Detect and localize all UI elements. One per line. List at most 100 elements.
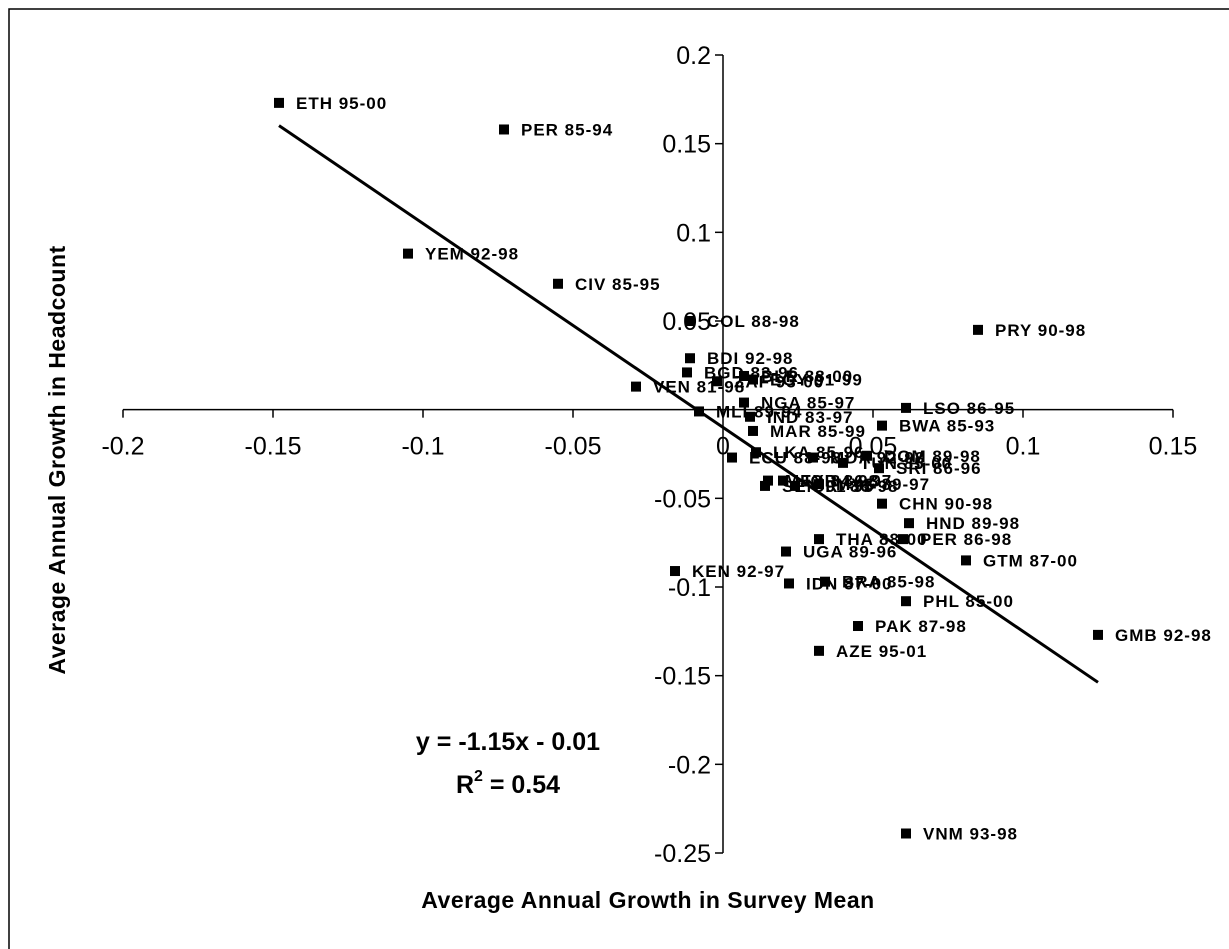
- data-point-label: ECU 88-98: [749, 449, 842, 468]
- data-point: [898, 534, 908, 545]
- data-point-label: PER 86-98: [920, 530, 1012, 549]
- y-tick-label: 0.2: [676, 42, 711, 70]
- data-point-label: PER 85-94: [521, 120, 613, 139]
- data-point-label: MYS 89-97: [836, 475, 930, 494]
- data-point-label: BWA 85-93: [899, 417, 995, 436]
- data-point-label: SEN 91-95: [782, 477, 874, 496]
- data-point: [712, 376, 722, 387]
- data-point: [790, 480, 800, 491]
- regression-equation: y = -1.15x - 0.01: [416, 728, 600, 756]
- data-point: [682, 367, 692, 378]
- data-point: [739, 370, 749, 381]
- data-point-label: VNM 93-98: [923, 824, 1018, 843]
- data-point: [814, 645, 824, 656]
- data-point: [904, 518, 914, 529]
- y-axis-label: Average Annual Growth in Headcount: [44, 245, 70, 674]
- data-point-label: NGA 85-97: [761, 394, 855, 413]
- x-tick-label: 0.1: [1006, 433, 1041, 461]
- data-point: [808, 452, 818, 463]
- data-point: [1093, 629, 1103, 640]
- axes: -0.2 -0.15 -0.1 -0.05 0 0.05 0.1 0.15-0.25-0.2-…: [101, 42, 1197, 868]
- data-point-label: AZE 95-01: [836, 642, 927, 661]
- y-tick-label: -0.25: [654, 840, 711, 868]
- data-point: [685, 316, 695, 326]
- x-tick-label: -0.05: [545, 433, 602, 461]
- data-point: [499, 124, 509, 135]
- x-tick-label: 0: [716, 433, 730, 461]
- data-point-label: PAK 87-98: [875, 617, 967, 636]
- trendline-group: [278, 124, 1099, 684]
- data-point: [694, 406, 704, 417]
- data-point: [751, 447, 761, 458]
- data-point: [763, 475, 773, 486]
- y-tick-label: -0.2: [668, 751, 711, 779]
- data-point: [853, 621, 863, 632]
- data-point: [784, 578, 794, 589]
- data-point: [727, 452, 737, 463]
- data-point-label: SRI 86-96: [896, 459, 982, 478]
- x-tick-label: 0.05: [849, 433, 898, 461]
- data-point: [877, 420, 887, 431]
- data-point: [748, 374, 758, 385]
- data-point: [745, 411, 755, 422]
- data-point: [814, 479, 824, 490]
- data-point-label: EGY 91-99: [770, 371, 863, 390]
- data-point-label: UGA 89-96: [803, 543, 897, 562]
- data-point: [781, 546, 791, 557]
- data-point-label: COL 88-98: [707, 312, 800, 331]
- data-point-label: CRI 86-98: [812, 477, 898, 496]
- data-point-label: HND 89-98: [926, 514, 1020, 533]
- data-point: [631, 381, 641, 392]
- data-point-label: MEX 84-98: [785, 472, 879, 491]
- data-point: [739, 397, 749, 408]
- data-point-label: BLR 88-00: [761, 367, 853, 386]
- data-points: ETH 95-00 PER 85-94 YEM 92-98 CIV 85-95 COL …: [274, 94, 1211, 843]
- data-point: [901, 828, 911, 839]
- data-point-label: PHL 85-00: [923, 592, 1014, 611]
- data-point-label: LSO 86-95: [923, 399, 1015, 418]
- data-point: [901, 596, 911, 607]
- r-squared-superscript: 2: [474, 768, 483, 785]
- data-point-label: IND 83-97: [767, 408, 853, 427]
- x-axis-label: Average Annual Growth in Survey Mean: [421, 887, 874, 913]
- data-point: [685, 353, 695, 364]
- data-point-label: PRY 90-98: [995, 321, 1086, 340]
- r-squared-annotation: R2 = 0.54: [456, 768, 560, 799]
- data-point-label: CIV 85-95: [575, 275, 661, 294]
- data-point-label: KEN 92-97: [692, 562, 785, 581]
- y-tick-label: -0.05: [654, 485, 711, 513]
- y-tick-label: -0.1: [668, 574, 711, 602]
- data-point: [814, 534, 824, 545]
- data-point-label: GTM 87-00: [983, 551, 1078, 570]
- data-point: [553, 278, 563, 289]
- data-point: [748, 425, 758, 436]
- data-point-label: BGD 83-96: [704, 363, 799, 382]
- data-point-label: MDA 92-98: [830, 449, 925, 468]
- data-point: [820, 576, 830, 587]
- data-point-label: DOM 89-98: [884, 447, 981, 466]
- data-point-label: ETH 95-00: [296, 94, 387, 113]
- data-point: [874, 463, 884, 474]
- data-point: [760, 480, 770, 491]
- data-point: [670, 566, 680, 577]
- data-point-label: CHN 90-98: [899, 495, 993, 514]
- data-point: [274, 97, 284, 108]
- y-tick-label: 0.15: [662, 131, 711, 159]
- x-tick-label: -0.2: [101, 433, 144, 461]
- data-point-label: VEN 81-98: [653, 378, 745, 397]
- r-squared-prefix: R: [456, 771, 474, 799]
- data-point: [901, 402, 911, 413]
- x-tick-label: -0.1: [401, 433, 444, 461]
- trendline: [278, 124, 1099, 684]
- y-tick-label: -0.15: [654, 663, 711, 691]
- data-point: [877, 498, 887, 509]
- chart-frame: [8, 8, 1229, 949]
- data-point-label: MLI 89-94: [716, 402, 802, 421]
- data-point: [403, 248, 413, 259]
- y-tick-label: 0.1: [676, 219, 711, 247]
- data-point-label: YEM 92-98: [425, 245, 519, 264]
- data-point: [778, 475, 788, 486]
- data-point-label: BRA 85-98: [842, 573, 935, 592]
